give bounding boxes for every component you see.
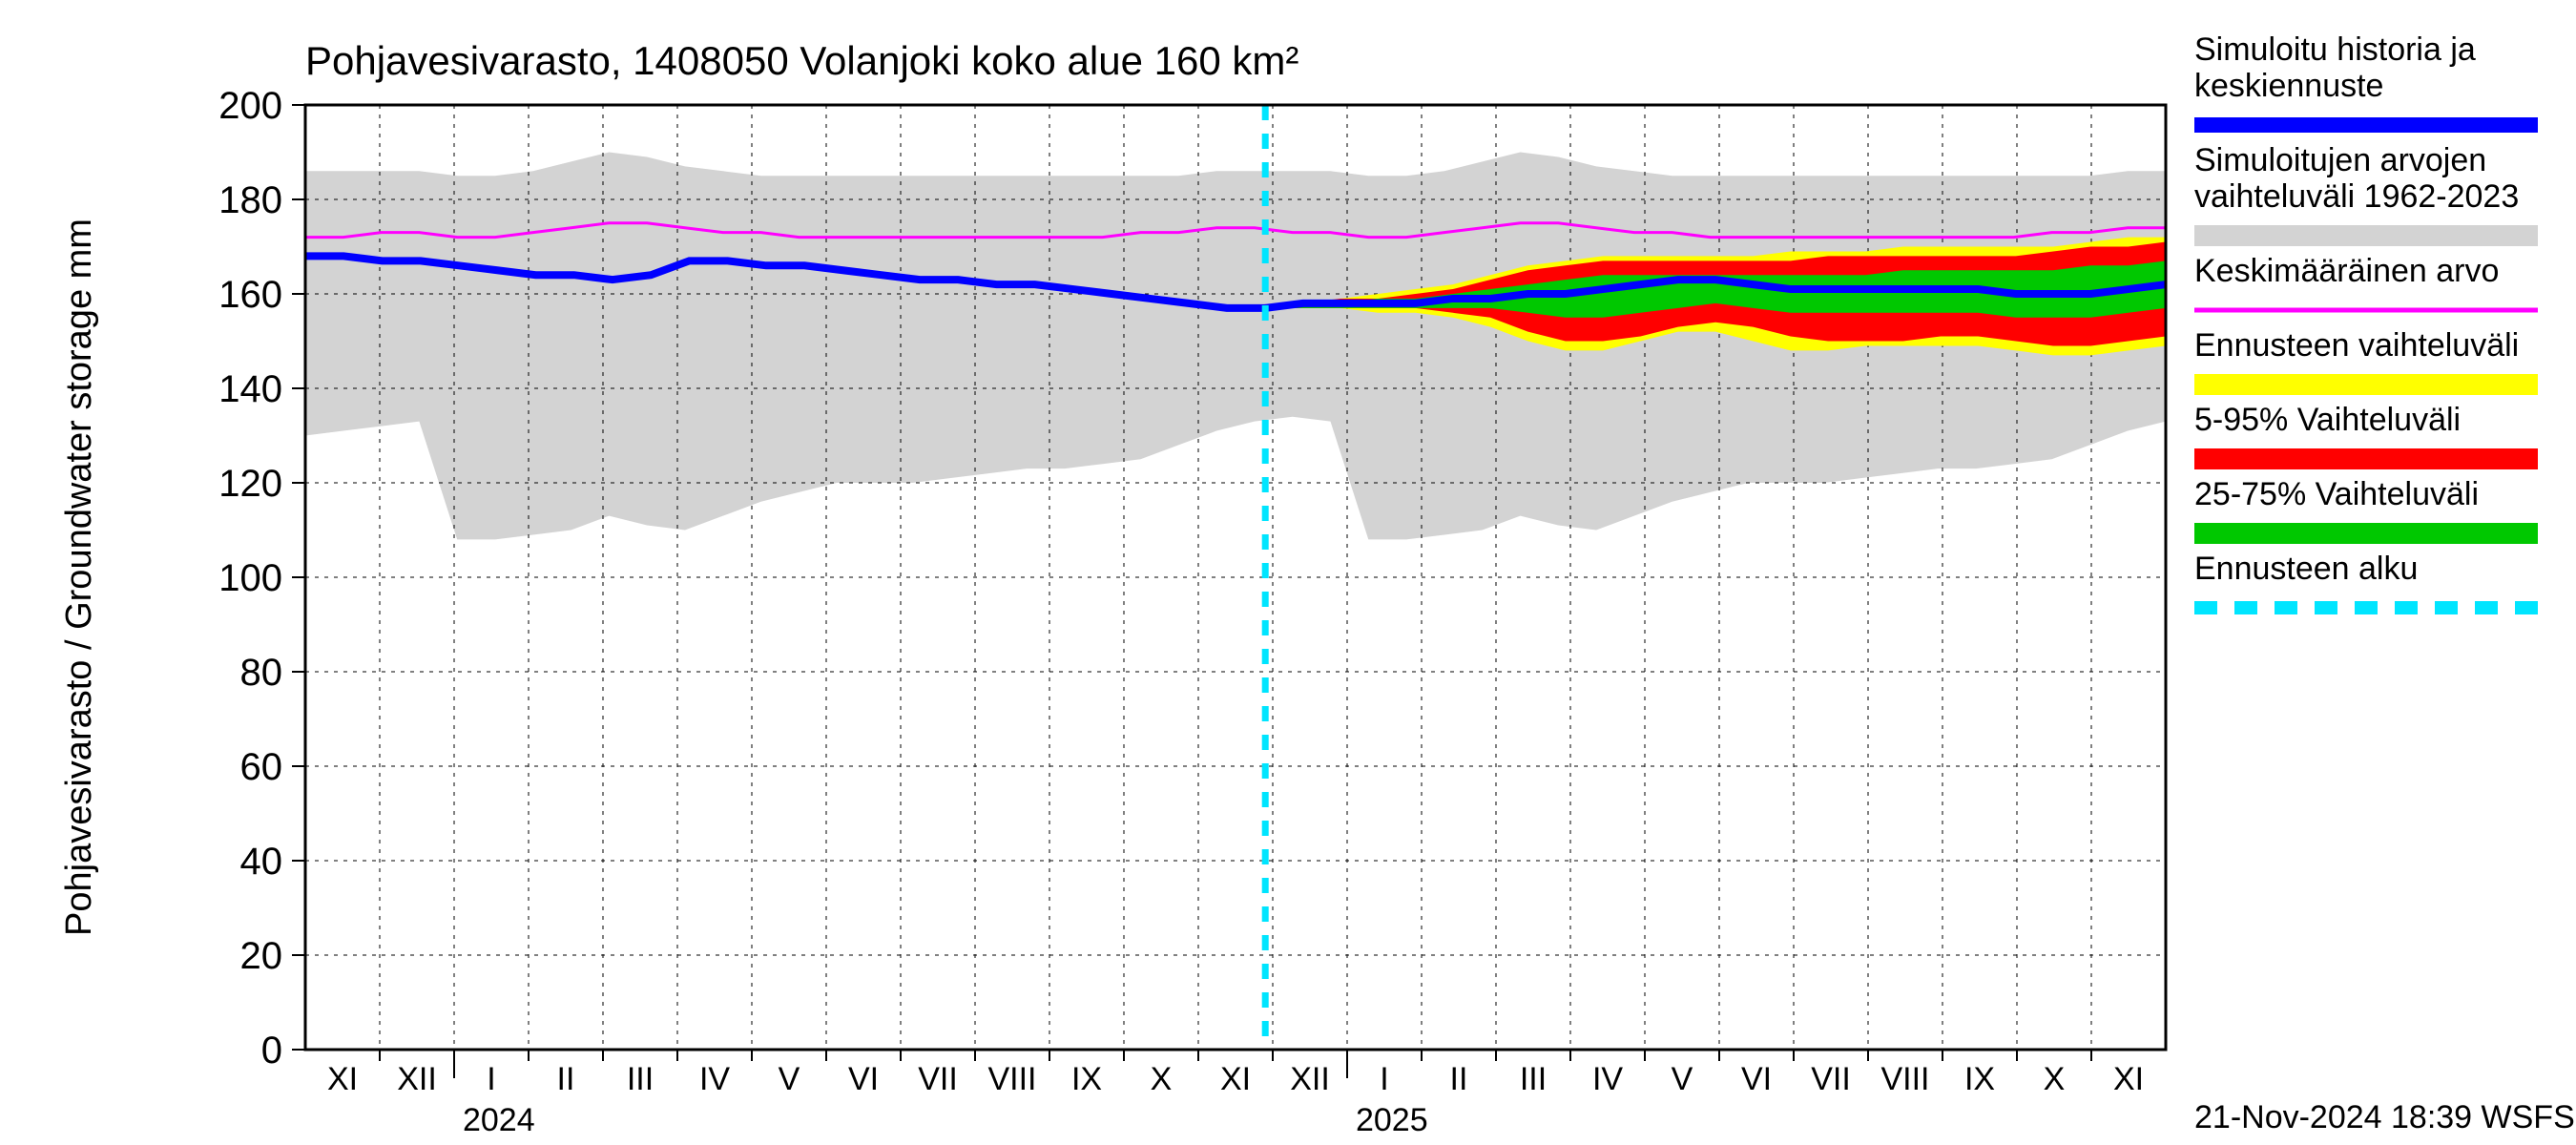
x-month-label: IV — [1592, 1061, 1623, 1097]
y-tick-label: 200 — [218, 85, 282, 127]
y-tick-label: 140 — [218, 368, 282, 410]
legend-label: 25-75% Vaihteluväli — [2194, 476, 2479, 512]
y-tick-label: 80 — [240, 652, 283, 694]
x-month-label: XII — [1290, 1061, 1330, 1097]
x-month-label: II — [557, 1061, 575, 1097]
legend-label: Ennusteen vaihteluväli — [2194, 327, 2519, 364]
x-month-label: I — [487, 1061, 495, 1097]
x-month-label: II — [1450, 1061, 1468, 1097]
y-tick-label: 160 — [218, 274, 282, 316]
x-month-label: VIII — [987, 1061, 1036, 1097]
y-tick-label: 120 — [218, 463, 282, 505]
x-month-label: X — [1151, 1061, 1173, 1097]
x-month-label: IX — [1071, 1061, 1102, 1097]
x-month-label: XI — [1220, 1061, 1251, 1097]
legend-swatch — [2194, 374, 2538, 395]
legend-swatch — [2194, 448, 2538, 469]
y-tick-label: 20 — [240, 935, 283, 977]
y-tick-label: 0 — [261, 1030, 282, 1072]
legend-label: vaihteluväli 1962-2023 — [2194, 178, 2519, 215]
y-tick-label: 180 — [218, 179, 282, 221]
x-month-label: XI — [327, 1061, 358, 1097]
x-year-label: 2024 — [463, 1102, 535, 1138]
x-month-label: V — [779, 1061, 800, 1097]
x-month-label: IX — [1964, 1061, 1995, 1097]
legend-label: Simuloitu historia ja — [2194, 31, 2476, 68]
chart-stage: 0 20 40 60 80 100 120 140 160 180 200 Pohjavesivara… — [0, 0, 2576, 1145]
legend-label: Simuloitujen arvojen — [2194, 142, 2486, 178]
x-month-label: VI — [848, 1061, 879, 1097]
x-month-label: III — [1520, 1061, 1547, 1097]
legend-label: Ennusteen alku — [2194, 551, 2418, 587]
legend-label: Keskimääräinen arvo — [2194, 253, 2499, 289]
legend-swatch — [2194, 523, 2538, 544]
footer-timestamp: 21-Nov-2024 18:39 WSFS-O — [2194, 1099, 2576, 1135]
y-tick-label: 100 — [218, 557, 282, 599]
y-tick-label: 40 — [240, 841, 283, 883]
x-month-label: IV — [699, 1061, 730, 1097]
x-month-label: VII — [1811, 1061, 1851, 1097]
x-month-label: V — [1672, 1061, 1693, 1097]
legend-swatch — [2194, 225, 2538, 246]
x-month-label: VIII — [1880, 1061, 1929, 1097]
y-tick-label: 60 — [240, 746, 283, 788]
x-month-label: I — [1380, 1061, 1388, 1097]
x-month-label: X — [2044, 1061, 2066, 1097]
legend-label: 5-95% Vaihteluväli — [2194, 402, 2461, 438]
y-axis-label: Pohjavesivarasto / Groundwater storage m… — [59, 219, 99, 936]
legend-label: keskiennuste — [2194, 68, 2383, 104]
x-month-label: XI — [2113, 1061, 2144, 1097]
chart-title: Pohjavesivarasto, 1408050 Volanjoki koko… — [305, 38, 1298, 83]
x-month-label: VII — [918, 1061, 958, 1097]
x-month-label: III — [627, 1061, 654, 1097]
x-month-label: XII — [397, 1061, 437, 1097]
x-month-label: VI — [1741, 1061, 1772, 1097]
chart-svg: 0 20 40 60 80 100 120 140 160 180 200 Pohjavesivara… — [0, 0, 2576, 1145]
x-year-label: 2025 — [1356, 1102, 1428, 1138]
